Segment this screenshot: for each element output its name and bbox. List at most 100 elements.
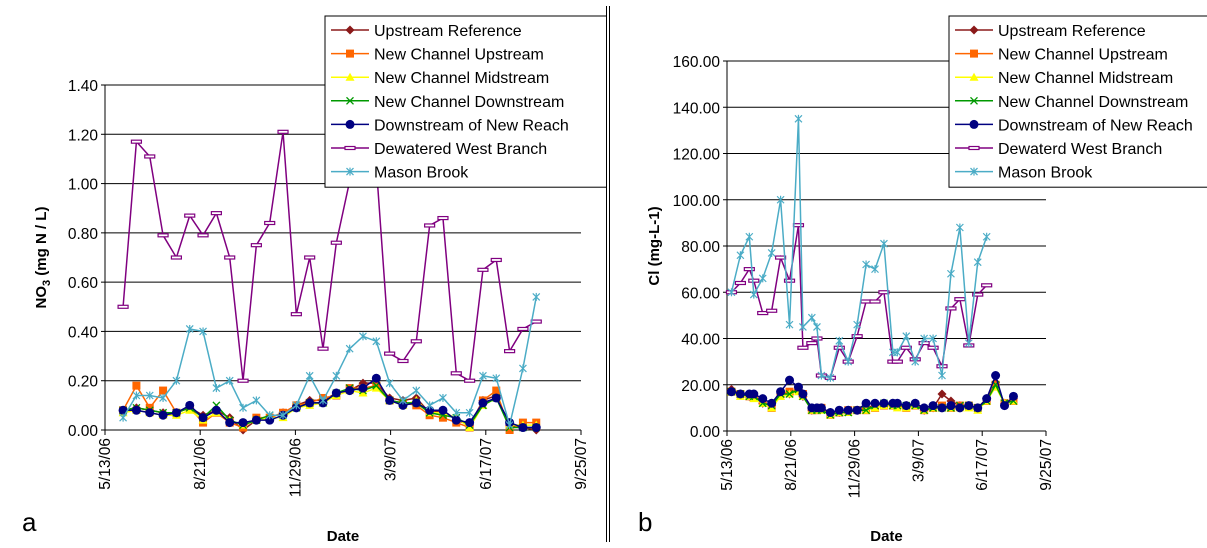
legend-marker — [346, 96, 354, 105]
data-point — [411, 398, 421, 408]
data-point — [330, 240, 342, 245]
data-point — [758, 394, 768, 404]
legend-marker — [345, 25, 355, 35]
data-point — [477, 267, 489, 272]
data-point — [331, 388, 341, 398]
data-point — [955, 223, 964, 232]
data-point — [981, 283, 993, 288]
data-point — [844, 357, 853, 366]
series-line — [122, 296, 537, 429]
data-point — [171, 408, 181, 418]
data-point — [776, 387, 786, 397]
x-tick-label: 11/29/06 — [847, 439, 864, 498]
x-tick-label: 9/25/07 — [573, 438, 590, 490]
data-point — [144, 154, 156, 159]
data-point — [384, 351, 396, 356]
data-point — [891, 359, 903, 364]
data-point — [451, 415, 461, 425]
data-point — [439, 393, 447, 402]
chloride-chart-svg: 0.00 20.00 40.00 60.00 80.00 100.00 120.00 140.… — [638, 15, 1207, 545]
data-point — [892, 398, 902, 408]
data-point — [225, 418, 235, 428]
data-point — [991, 371, 1001, 380]
data-point — [880, 239, 888, 248]
legend-marker — [969, 119, 979, 129]
panel-letter: a — [22, 507, 37, 537]
data-point — [130, 139, 143, 144]
data-point — [478, 398, 488, 408]
data-point — [862, 260, 871, 269]
data-point — [767, 398, 777, 408]
legend-marker — [344, 145, 356, 151]
data-point — [757, 310, 769, 316]
data-point — [806, 341, 818, 346]
legend-label: Dewatered West Branch — [374, 141, 547, 158]
data-point — [774, 255, 787, 260]
data-point — [745, 232, 754, 241]
data-point — [385, 395, 395, 405]
data-point — [851, 334, 863, 339]
y-tick-label: 0.60 — [68, 275, 99, 292]
data-point — [736, 251, 745, 260]
data-point — [505, 421, 514, 430]
data-point — [816, 403, 826, 413]
data-point — [798, 389, 808, 399]
data-point — [239, 403, 247, 412]
data-point — [479, 371, 487, 380]
data-point — [345, 386, 355, 396]
legend-marker — [346, 167, 354, 176]
legend-label: Downstream of New Reach — [374, 117, 569, 134]
nitrate-chart-svg: 0.00 0.20 0.40 0.60 0.80 1.00 1.20 1.40 5/13/06 8… — [22, 15, 607, 545]
series-dewatered-west-branch — [117, 129, 542, 383]
data-point — [410, 339, 422, 344]
y-tick-label: 0.40 — [68, 324, 99, 341]
legend-box — [324, 15, 607, 188]
y-tick-label: 60.00 — [681, 285, 720, 302]
data-point — [197, 233, 209, 238]
y-tick-label: 1.00 — [68, 177, 99, 194]
data-point — [145, 403, 154, 412]
data-point — [919, 403, 929, 413]
data-point — [954, 297, 966, 302]
data-point — [817, 371, 826, 380]
data-point — [305, 398, 315, 408]
data-point — [1008, 391, 1018, 401]
y-tick-label: 20.00 — [681, 378, 720, 395]
data-point — [973, 403, 983, 413]
legend-marker — [969, 25, 979, 35]
data-point — [811, 336, 823, 341]
data-point — [292, 401, 301, 410]
series-downstream-of-new-reach — [726, 371, 1018, 417]
data-point — [117, 304, 129, 309]
data-point — [251, 415, 261, 425]
data-point — [972, 292, 984, 297]
y-tick-label: 0.80 — [68, 226, 99, 243]
data-point — [870, 398, 880, 408]
data-point — [727, 288, 736, 297]
y-tick-label: 0.00 — [690, 424, 721, 441]
x-tick-label: 11/29/06 — [287, 438, 304, 497]
data-point — [224, 255, 236, 260]
x-tick-label: 8/21/06 — [783, 439, 800, 491]
series-downstream-of-new-reach — [118, 373, 541, 433]
y-tick-label: 0.00 — [68, 423, 99, 440]
data-point — [861, 398, 871, 408]
data-point — [212, 384, 221, 393]
data-point — [946, 401, 956, 411]
data-point — [397, 358, 409, 364]
x-tick-label: 3/9/07 — [910, 439, 927, 482]
data-point — [438, 405, 448, 415]
y-tick-label: 40.00 — [681, 332, 720, 349]
legend-marker — [345, 119, 355, 129]
data-point — [937, 403, 947, 413]
legend-marker — [345, 72, 355, 81]
panel-letter: b — [638, 507, 652, 537]
legend-label: New Channel Downstream — [998, 94, 1188, 111]
legend: Upstream Reference New Channel Upstream Ne… — [948, 15, 1207, 188]
series-line — [730, 118, 988, 379]
y-tick-label: 1.40 — [68, 78, 99, 95]
data-point — [277, 129, 289, 134]
legend-label: Dewaterd West Branch — [998, 141, 1162, 158]
data-point — [797, 345, 809, 350]
legend-box — [948, 15, 1207, 188]
